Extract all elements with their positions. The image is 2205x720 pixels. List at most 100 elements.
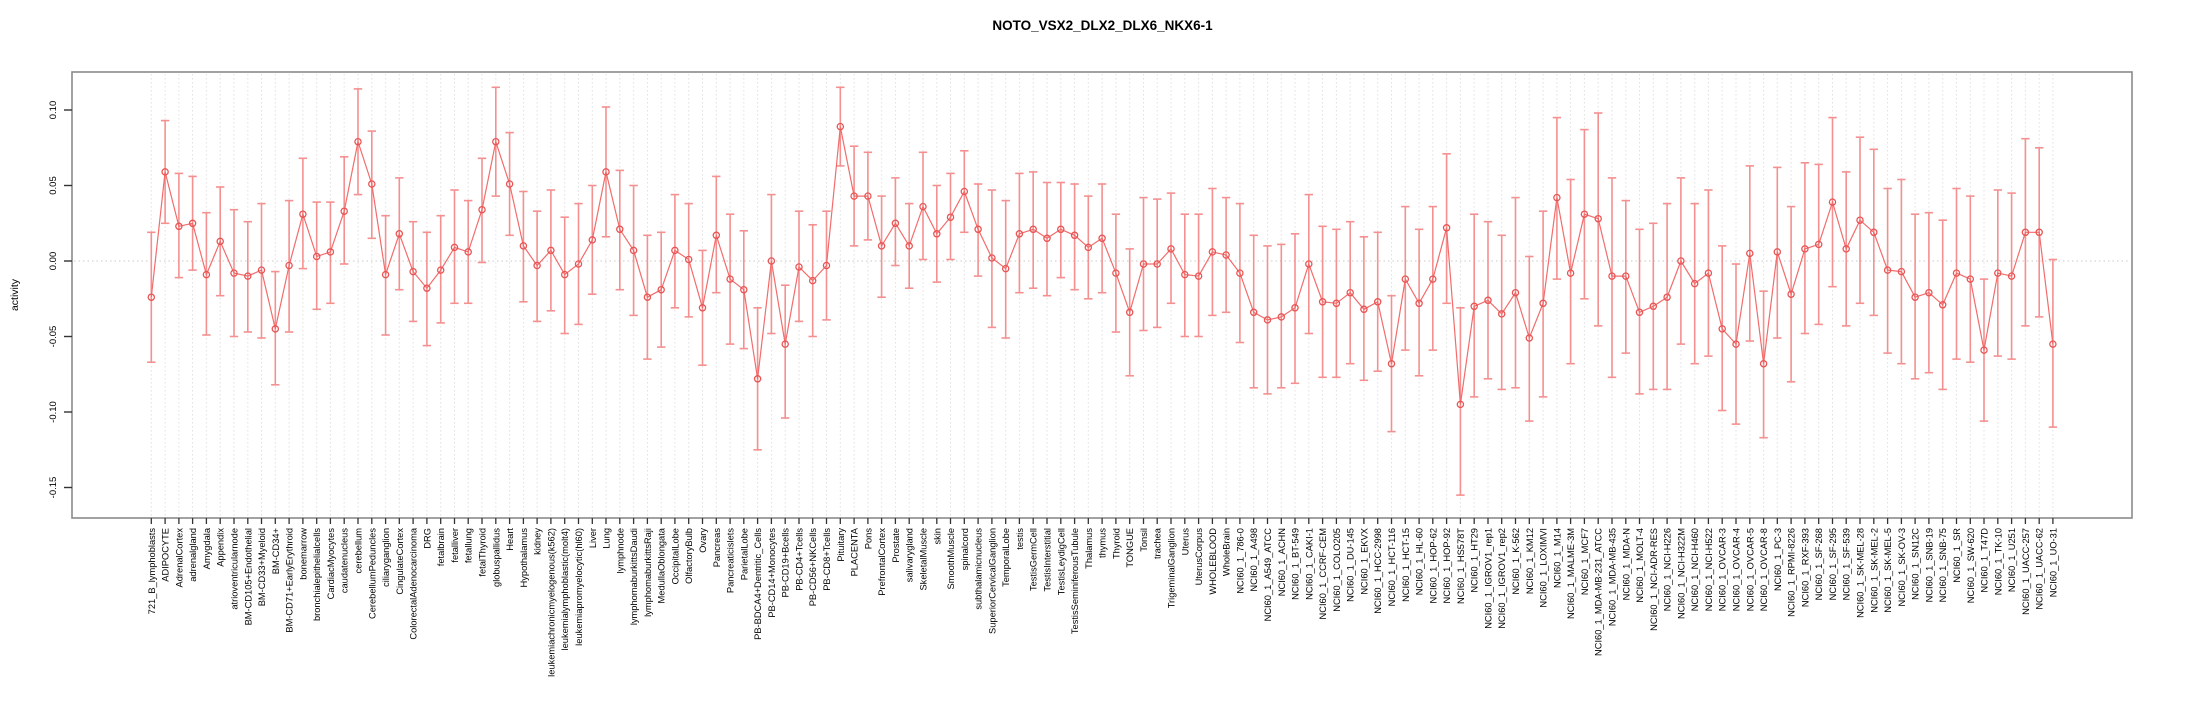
x-tick-label: NCI60_1_U251 — [2007, 528, 2017, 592]
x-tick-label: bronchialepithelialcells — [312, 528, 322, 621]
x-tick-label: PB-CD19+Bcells — [781, 528, 791, 598]
x-tick-label: fetallung — [464, 528, 474, 563]
data-point — [1098, 234, 1106, 243]
data-point — [836, 122, 845, 131]
x-tick-label: NCI60_1_HOP-92 — [1442, 528, 1452, 603]
y-tick-label: -0.10 — [48, 401, 59, 423]
data-point — [767, 257, 776, 265]
x-tick-label: Pituitary — [836, 528, 846, 562]
data-point — [1801, 245, 1809, 253]
data-point — [1181, 270, 1189, 279]
x-tick-label: NCI60_1_SNB-19 — [1924, 528, 1934, 602]
data-point — [1856, 216, 1864, 224]
data-point — [1401, 275, 1410, 283]
x-tick-label: NCI60_1_M14 — [1552, 528, 1562, 588]
data-point — [1236, 269, 1244, 277]
data-point — [230, 269, 238, 277]
data-point — [1952, 269, 1961, 277]
data-point — [1387, 359, 1396, 368]
x-tick-label: NCI60_1_MCF7 — [1580, 528, 1590, 595]
x-tick-label: Pancreaticislets — [726, 528, 736, 593]
data-point — [1911, 293, 1919, 301]
data-point — [891, 219, 900, 228]
data-point — [698, 304, 707, 312]
error-bar — [1497, 234, 1506, 391]
error-bar — [381, 214, 390, 336]
x-tick-label: NCI60_1_SF-539 — [1842, 528, 1852, 600]
x-tick-label: NCI60_1_UACC-257 — [2021, 528, 2031, 615]
x-tick-label: NCI60_1_SK-MEL-2 — [1869, 528, 1879, 613]
x-tick-label: NCI60_1_SF-295 — [1828, 528, 1838, 600]
data-point — [188, 219, 197, 228]
error-bar — [1759, 290, 1768, 439]
error-bar — [1056, 181, 1065, 279]
x-tick-label: NCI60_1_UO-31 — [2048, 528, 2058, 597]
x-tick-label: NCI60_1_OVCAR-5 — [1745, 528, 1755, 611]
x-tick-label: Thyroid — [1111, 528, 1121, 559]
x-tick-label: NCI60_1_SK-MEL-5 — [1883, 528, 1893, 613]
x-tick-label: NCI60_1_T47D — [1980, 528, 1990, 593]
data-point — [505, 180, 514, 188]
data-point — [1870, 228, 1878, 237]
x-tick-label: NCI60_1_A498 — [1249, 528, 1259, 592]
data-point — [795, 263, 803, 271]
x-tick-label: NCI60_1_CCRF-CEM — [1318, 528, 1328, 619]
x-tick-label: NCI60_1_SNB-75 — [1938, 528, 1948, 602]
x-tick-label: NCI60_1_NCI-H460 — [1690, 528, 1700, 611]
x-tick-label: NCI60_1_RPMI-8226 — [1787, 528, 1797, 617]
x-tick-label: NCI60_1_CAKI-1 — [1304, 528, 1314, 600]
x-tick-label: lymphomaburkittsDaudi — [629, 528, 639, 625]
x-tick-label: NCI60_1_COLO205 — [1332, 528, 1342, 612]
x-tick-label: fetalliver — [450, 528, 460, 563]
x-tick-label: UterusCorpus — [1194, 528, 1204, 586]
data-point — [1305, 260, 1313, 268]
data-point — [753, 375, 762, 383]
data-point — [684, 255, 693, 264]
x-tick-label: ADIPOCYTE — [161, 528, 171, 582]
x-tick-label: testis — [1015, 528, 1025, 550]
data-point — [1938, 301, 1947, 309]
data-point — [1814, 240, 1823, 249]
y-tick-label: 0.10 — [48, 101, 59, 120]
error-bar — [1070, 183, 1079, 291]
x-tick-label: NCI60_1_PC-3 — [1773, 528, 1783, 591]
data-point — [629, 246, 638, 255]
data-point — [1635, 308, 1644, 317]
data-point — [547, 246, 555, 255]
x-tick-label: AdrenalCortex — [174, 528, 184, 588]
data-point — [175, 222, 183, 231]
data-point — [671, 246, 679, 255]
x-tick-label: NCI60_1_NCI-H322M — [1676, 528, 1686, 619]
data-point — [602, 168, 610, 176]
x-tick-label: TestisSeminiferousTubule — [1070, 528, 1080, 634]
data-point — [1594, 214, 1602, 223]
x-tick-label: TrigeminalGanglion — [1167, 528, 1177, 608]
data-point — [1925, 288, 1933, 297]
data-point — [960, 187, 969, 196]
x-tick-label: ParietalLobe — [739, 528, 749, 580]
x-tick-label: NCI60_1_A549_ATCC — [1263, 528, 1273, 622]
x-tick-label: CerebellumPeduncles — [367, 528, 377, 619]
x-tick-label: NCI60_1_OVCAR-8 — [1759, 528, 1769, 611]
x-tick-label: Lung — [602, 528, 612, 549]
data-point — [1429, 275, 1437, 283]
data-point — [1497, 310, 1506, 318]
data-point — [1194, 272, 1203, 280]
x-tick-label: leukemiachronicmyelogenous(k562) — [546, 528, 556, 677]
error-bar — [1607, 177, 1617, 379]
chart-title: NOTO_VSX2_DLX2_DLX6_NKX6-1 — [992, 18, 1213, 33]
x-tick-label: NCI60_1_UACC-62 — [2035, 528, 2045, 610]
data-point — [1718, 325, 1726, 333]
data-point — [864, 192, 872, 200]
error-bar — [1015, 172, 1024, 294]
error-bar — [147, 231, 156, 364]
y-tick-label: 0.05 — [48, 176, 59, 195]
data-point — [1608, 272, 1616, 280]
data-point — [1649, 302, 1658, 311]
data-point — [1732, 340, 1740, 348]
x-tick-label: SmoothMuscle — [946, 528, 956, 590]
x-tick-label: NCI60_1_DU-145 — [1346, 528, 1356, 602]
x-tick-label: Ovary — [698, 528, 708, 553]
data-point — [257, 266, 266, 274]
data-point — [1360, 305, 1368, 314]
